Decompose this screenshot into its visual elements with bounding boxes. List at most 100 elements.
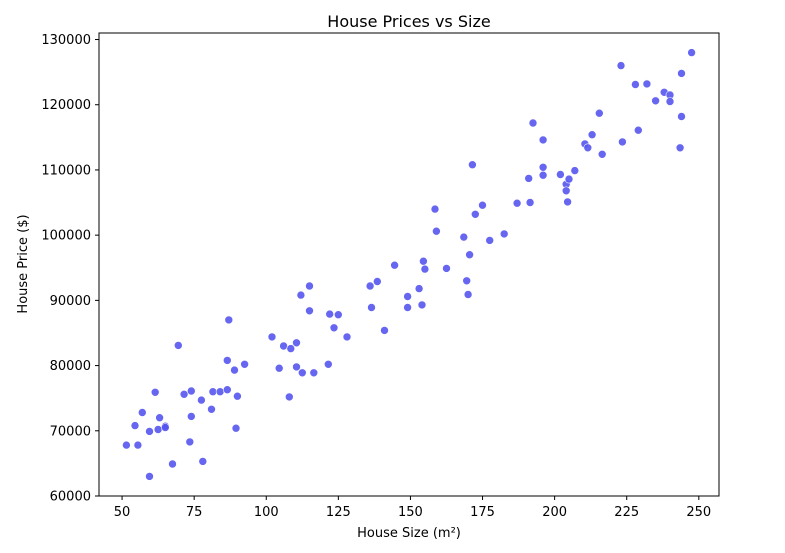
points-layer xyxy=(122,48,696,481)
data-point xyxy=(414,284,424,293)
x-axis-ticks: 50 75 100 125 150 175 200 225 250 xyxy=(114,496,711,520)
data-point xyxy=(145,472,154,481)
data-point xyxy=(286,344,296,353)
y-tick-label: 110000 xyxy=(41,163,91,178)
data-point xyxy=(524,174,534,183)
data-point xyxy=(333,310,343,320)
data-point xyxy=(583,143,593,153)
data-point xyxy=(223,385,232,395)
y-tick-label: 80000 xyxy=(50,359,91,374)
data-point xyxy=(631,80,640,89)
data-point xyxy=(305,281,314,291)
data-point xyxy=(230,365,239,375)
data-point xyxy=(150,387,160,397)
data-point xyxy=(323,359,333,369)
y-tick-label: 100000 xyxy=(41,229,91,244)
data-point xyxy=(677,69,686,78)
data-point xyxy=(138,408,147,417)
data-point xyxy=(325,309,335,319)
data-point xyxy=(342,332,352,342)
data-point xyxy=(365,281,375,291)
data-point xyxy=(133,440,143,450)
data-point xyxy=(570,166,580,175)
data-point xyxy=(292,362,301,372)
data-point xyxy=(642,79,652,89)
data-point xyxy=(329,323,339,333)
x-axis-label: House Size (m²) xyxy=(357,526,461,541)
data-point xyxy=(597,150,607,159)
data-point xyxy=(556,170,565,179)
y-axis-label: House Price ($) xyxy=(16,214,31,313)
data-point xyxy=(618,137,627,147)
y-tick-label: 120000 xyxy=(41,98,91,113)
data-point xyxy=(274,363,284,373)
data-point xyxy=(305,306,314,316)
data-point xyxy=(198,457,208,466)
data-point xyxy=(185,437,195,447)
data-point xyxy=(587,130,597,139)
data-point xyxy=(499,229,509,239)
data-point xyxy=(279,341,288,351)
data-point xyxy=(179,389,189,399)
data-point xyxy=(594,108,604,118)
x-tick-label: 225 xyxy=(614,505,639,520)
data-point xyxy=(616,61,626,70)
y-tick-label: 70000 xyxy=(50,424,91,439)
data-point xyxy=(267,332,277,342)
data-point xyxy=(372,277,382,286)
data-point xyxy=(187,412,196,421)
x-tick-label: 200 xyxy=(542,505,567,520)
data-point xyxy=(240,359,249,369)
data-point xyxy=(465,250,474,259)
data-point xyxy=(207,404,216,414)
data-point xyxy=(223,356,232,365)
data-point xyxy=(538,170,548,180)
data-point xyxy=(485,236,495,245)
data-point xyxy=(297,368,307,378)
data-point xyxy=(651,96,660,106)
data-point xyxy=(470,210,480,219)
data-point xyxy=(512,198,522,208)
data-point xyxy=(208,387,218,397)
data-point xyxy=(528,118,538,128)
data-point xyxy=(161,423,170,432)
data-point xyxy=(380,326,389,335)
data-point xyxy=(563,197,572,207)
data-point xyxy=(130,421,140,430)
data-point xyxy=(403,292,412,301)
data-point xyxy=(432,226,441,236)
y-tick-label: 90000 xyxy=(50,294,91,309)
data-point xyxy=(419,256,428,266)
data-point xyxy=(677,112,686,121)
data-point xyxy=(525,198,535,207)
data-point xyxy=(292,338,301,348)
data-point xyxy=(675,143,685,153)
data-point xyxy=(420,264,430,274)
data-point xyxy=(309,368,319,378)
data-point xyxy=(633,125,643,135)
data-point xyxy=(403,303,412,312)
data-point xyxy=(224,315,234,325)
x-tick-label: 250 xyxy=(686,505,711,520)
data-point xyxy=(233,391,242,401)
x-tick-label: 75 xyxy=(186,505,203,520)
data-point xyxy=(417,300,427,310)
x-tick-label: 50 xyxy=(114,505,131,520)
data-point xyxy=(155,413,164,423)
chart-title: House Prices vs Size xyxy=(327,12,490,31)
data-point xyxy=(463,290,473,299)
data-point xyxy=(538,163,548,172)
data-point xyxy=(468,160,477,169)
y-axis-ticks: 60000 70000 80000 90000 100000 110000 120000 13… xyxy=(41,33,99,505)
data-point xyxy=(187,386,196,396)
y-tick-label: 60000 xyxy=(50,490,91,505)
plot-frame xyxy=(98,32,720,497)
data-point xyxy=(168,459,177,469)
data-point xyxy=(231,423,241,433)
data-point xyxy=(153,425,163,434)
x-tick-label: 125 xyxy=(326,505,351,520)
data-point xyxy=(459,232,469,242)
data-point xyxy=(561,186,571,196)
data-point xyxy=(390,260,399,270)
